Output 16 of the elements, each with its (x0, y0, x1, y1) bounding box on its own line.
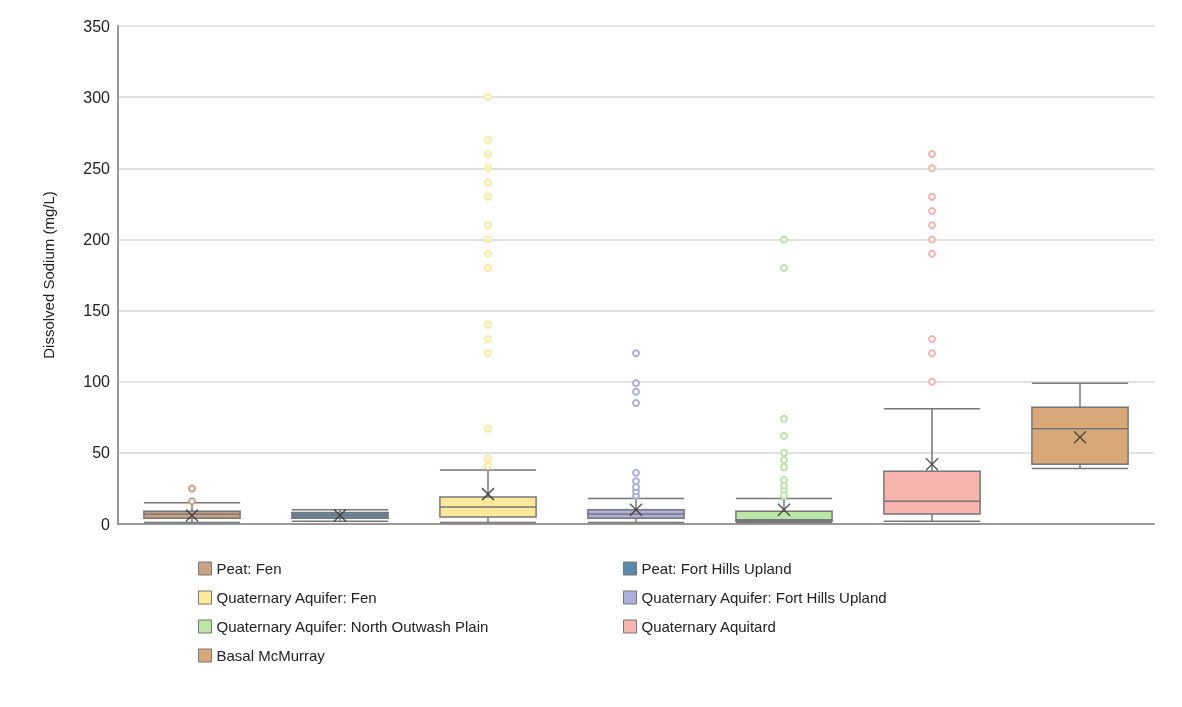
legend-label: Basal McMurray (216, 647, 326, 664)
legend-label: Quaternary Aquifer: Fen (216, 589, 377, 606)
y-tick-label: 350 (83, 17, 111, 35)
legend-label: Peat: Fen (216, 560, 282, 577)
y-tick-label: 250 (83, 159, 111, 177)
legend-label: Quaternary Aquifer: North Outwash Plain (216, 618, 489, 635)
y-tick-label: 200 (83, 230, 111, 248)
y-axis-title: Dissolved Sodium (mg/L) (40, 191, 57, 359)
legend-label: Peat: Fort Hills Upland (641, 560, 792, 577)
y-tick-label: 0 (101, 515, 111, 533)
legend-label: Quaternary Aquitard (641, 618, 776, 635)
y-tick-label: 100 (83, 373, 111, 391)
y-tick-label: 150 (83, 302, 111, 320)
y-tick-label: 50 (92, 444, 111, 462)
legend-label: Quaternary Aquifer: Fort Hills Upland (641, 589, 887, 606)
y-tick-label: 300 (83, 88, 111, 106)
